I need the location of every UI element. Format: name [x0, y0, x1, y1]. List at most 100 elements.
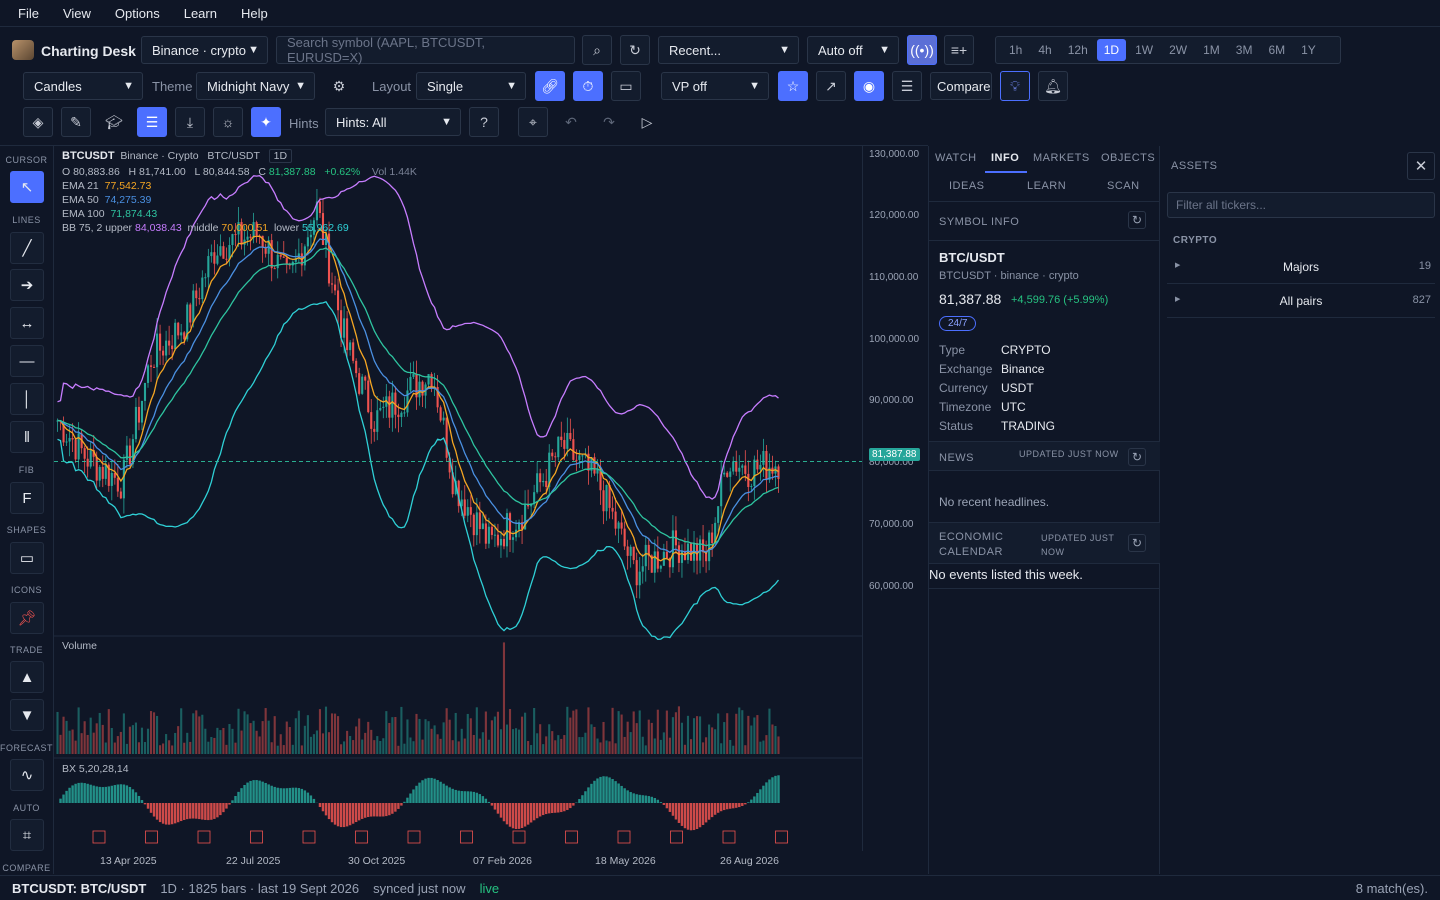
- candle-body: [524, 504, 527, 530]
- tf-4h[interactable]: 4h: [1038, 43, 1052, 57]
- vertical-line-tool[interactable]: │: [10, 383, 44, 415]
- oscillator-bar: [285, 788, 288, 803]
- ideas-button[interactable]: 💡︎: [1000, 71, 1030, 101]
- replay-button[interactable]: ▷: [632, 107, 662, 137]
- chart-type-select[interactable]: Candles ▼: [23, 72, 143, 100]
- asset-row-majors[interactable]: ▶ Majors 19: [1167, 250, 1435, 284]
- tab-objects[interactable]: OBJECTS: [1101, 152, 1156, 164]
- exchange-select[interactable]: Binance · crypto ▼: [141, 36, 268, 64]
- menu-learn[interactable]: Learn: [183, 5, 217, 21]
- broadcast-button[interactable]: ((•)): [907, 35, 937, 65]
- tab-scan[interactable]: SCAN: [1107, 180, 1140, 192]
- asset-row-all-pairs[interactable]: ▶ All pairs 827: [1167, 284, 1435, 318]
- price-axis[interactable]: 130,000.00 120,000.00 110,000.00 100,000…: [862, 146, 928, 851]
- tf-1y[interactable]: 1Y: [1301, 43, 1316, 57]
- menu-view[interactable]: View: [62, 5, 91, 21]
- visibility-button[interactable]: ◉: [854, 71, 884, 101]
- close-assets-button[interactable]: ✕: [1407, 152, 1435, 180]
- compare-button[interactable]: Compare: [930, 72, 992, 100]
- volume-bar: [560, 738, 563, 754]
- candle-body: [231, 234, 234, 245]
- fib-tool[interactable]: F: [10, 482, 44, 514]
- alerts-button[interactable]: 🔔︎: [1038, 71, 1068, 101]
- oscillator-bar: [487, 801, 491, 803]
- forecast-marker: [617, 830, 631, 844]
- volume-bar: [282, 745, 285, 754]
- recent-select[interactable]: Recent... ▼: [658, 36, 799, 64]
- parallel-channel-tool[interactable]: ‖: [10, 421, 44, 453]
- short-position-tool[interactable]: ▼: [10, 699, 44, 731]
- help-button[interactable]: ?: [469, 107, 499, 137]
- chart-pane[interactable]: BTCUSDT Binance · Crypto BTC/USDT 1D O 8…: [54, 146, 862, 867]
- filter-tickers-input[interactable]: Filter all tickers...: [1167, 192, 1435, 218]
- menu-file[interactable]: File: [18, 5, 39, 21]
- news-refresh[interactable]: ↻: [1128, 448, 1146, 466]
- auto-select[interactable]: Auto off ▼: [807, 36, 899, 64]
- tf-3m[interactable]: 3M: [1235, 43, 1253, 57]
- tf-1m[interactable]: 1M: [1203, 43, 1220, 57]
- auto-tool[interactable]: ⌗: [10, 819, 44, 851]
- candle-body: [451, 472, 454, 495]
- oscillator-bar: [107, 786, 110, 803]
- theme-select[interactable]: Midnight Navy ▼: [196, 72, 315, 100]
- download-button[interactable]: ⤓: [175, 107, 205, 137]
- ray-tool[interactable]: ➔: [10, 269, 44, 301]
- menu-options[interactable]: Options: [114, 5, 160, 21]
- favorite-button[interactable]: ☆: [778, 71, 808, 101]
- legend-ohlc: O 80,883.86 H 81,741.00 L 80,844.58 C 81…: [62, 166, 417, 178]
- tab-ideas[interactable]: IDEAS: [949, 180, 985, 192]
- candle-body: [484, 523, 487, 544]
- econ-refresh[interactable]: ↻: [1128, 534, 1146, 552]
- edit-button[interactable]: ✎: [61, 107, 91, 137]
- pin-icon: 📌︎: [17, 610, 37, 627]
- horizontal-line-tool[interactable]: —: [10, 345, 44, 377]
- long-position-tool[interactable]: ▲: [10, 661, 44, 693]
- forecast-tool[interactable]: ∿: [10, 759, 44, 791]
- hints-select[interactable]: Hints: All ▼: [325, 108, 461, 136]
- menu-help[interactable]: Help: [240, 5, 268, 21]
- tab-markets[interactable]: MARKETS: [1033, 152, 1090, 164]
- rectangle-tool[interactable]: ▭: [10, 542, 44, 574]
- candle-body: [478, 512, 481, 529]
- vp-select[interactable]: VP off ▼: [661, 72, 769, 100]
- undo-button[interactable]: ↶: [556, 107, 586, 137]
- legend-row-symbol: BTCUSDT Binance · Crypto BTC/USDT 1D: [62, 149, 293, 163]
- volume-bar: [527, 741, 530, 754]
- list-button[interactable]: ☰: [137, 107, 167, 137]
- crosshair-button[interactable]: ⌖: [518, 107, 548, 137]
- refresh-button[interactable]: ↻: [620, 35, 650, 65]
- redo-button[interactable]: ↷: [594, 107, 624, 137]
- extended-line-tool[interactable]: ↔: [10, 307, 44, 339]
- tf-2w[interactable]: 2W: [1169, 43, 1188, 57]
- layout-select[interactable]: Single ▼: [416, 72, 526, 100]
- symbol-search-input[interactable]: Search symbol (AAPL, BTCUSDT, EURUSD=X): [276, 35, 575, 65]
- tab-learn[interactable]: LEARN: [1027, 180, 1067, 192]
- template-button[interactable]: ☰: [892, 71, 922, 101]
- trendline-tool[interactable]: ╱: [10, 232, 44, 264]
- cursor-tool[interactable]: ↖: [10, 171, 44, 203]
- tf-12h[interactable]: 12h: [1067, 43, 1088, 57]
- search-button[interactable]: ⌕: [582, 35, 612, 65]
- tf-1h[interactable]: 1h: [1009, 43, 1023, 57]
- layers-button[interactable]: ◈: [23, 107, 53, 137]
- tab-info[interactable]: INFO: [991, 152, 1020, 164]
- magic-button[interactable]: ✦: [251, 107, 281, 137]
- brightness-button[interactable]: ☼: [213, 107, 243, 137]
- timer-button[interactable]: ⏱︎: [573, 71, 603, 101]
- add-list-button[interactable]: ≡+: [944, 35, 974, 65]
- price-chart-svg[interactable]: [54, 146, 862, 851]
- tf-6m[interactable]: 6M: [1268, 43, 1286, 57]
- display-button[interactable]: ▭: [611, 71, 641, 101]
- volume-bar: [276, 745, 279, 754]
- link-button[interactable]: 🔗︎: [535, 71, 565, 101]
- learn-button[interactable]: 🎓︎: [99, 107, 129, 137]
- pin-tool[interactable]: 📌︎: [10, 602, 44, 634]
- symbol-info-refresh[interactable]: ↻: [1128, 211, 1146, 229]
- settings-sliders-button[interactable]: ⚙: [324, 71, 354, 101]
- tf-1d[interactable]: 1D: [1096, 39, 1127, 61]
- oscillator-bar: [152, 803, 156, 817]
- oscillator-bar: [183, 803, 186, 820]
- tab-watch[interactable]: WATCH: [935, 152, 977, 164]
- tf-1w[interactable]: 1W: [1135, 43, 1154, 57]
- indicator-button[interactable]: ↗: [816, 71, 846, 101]
